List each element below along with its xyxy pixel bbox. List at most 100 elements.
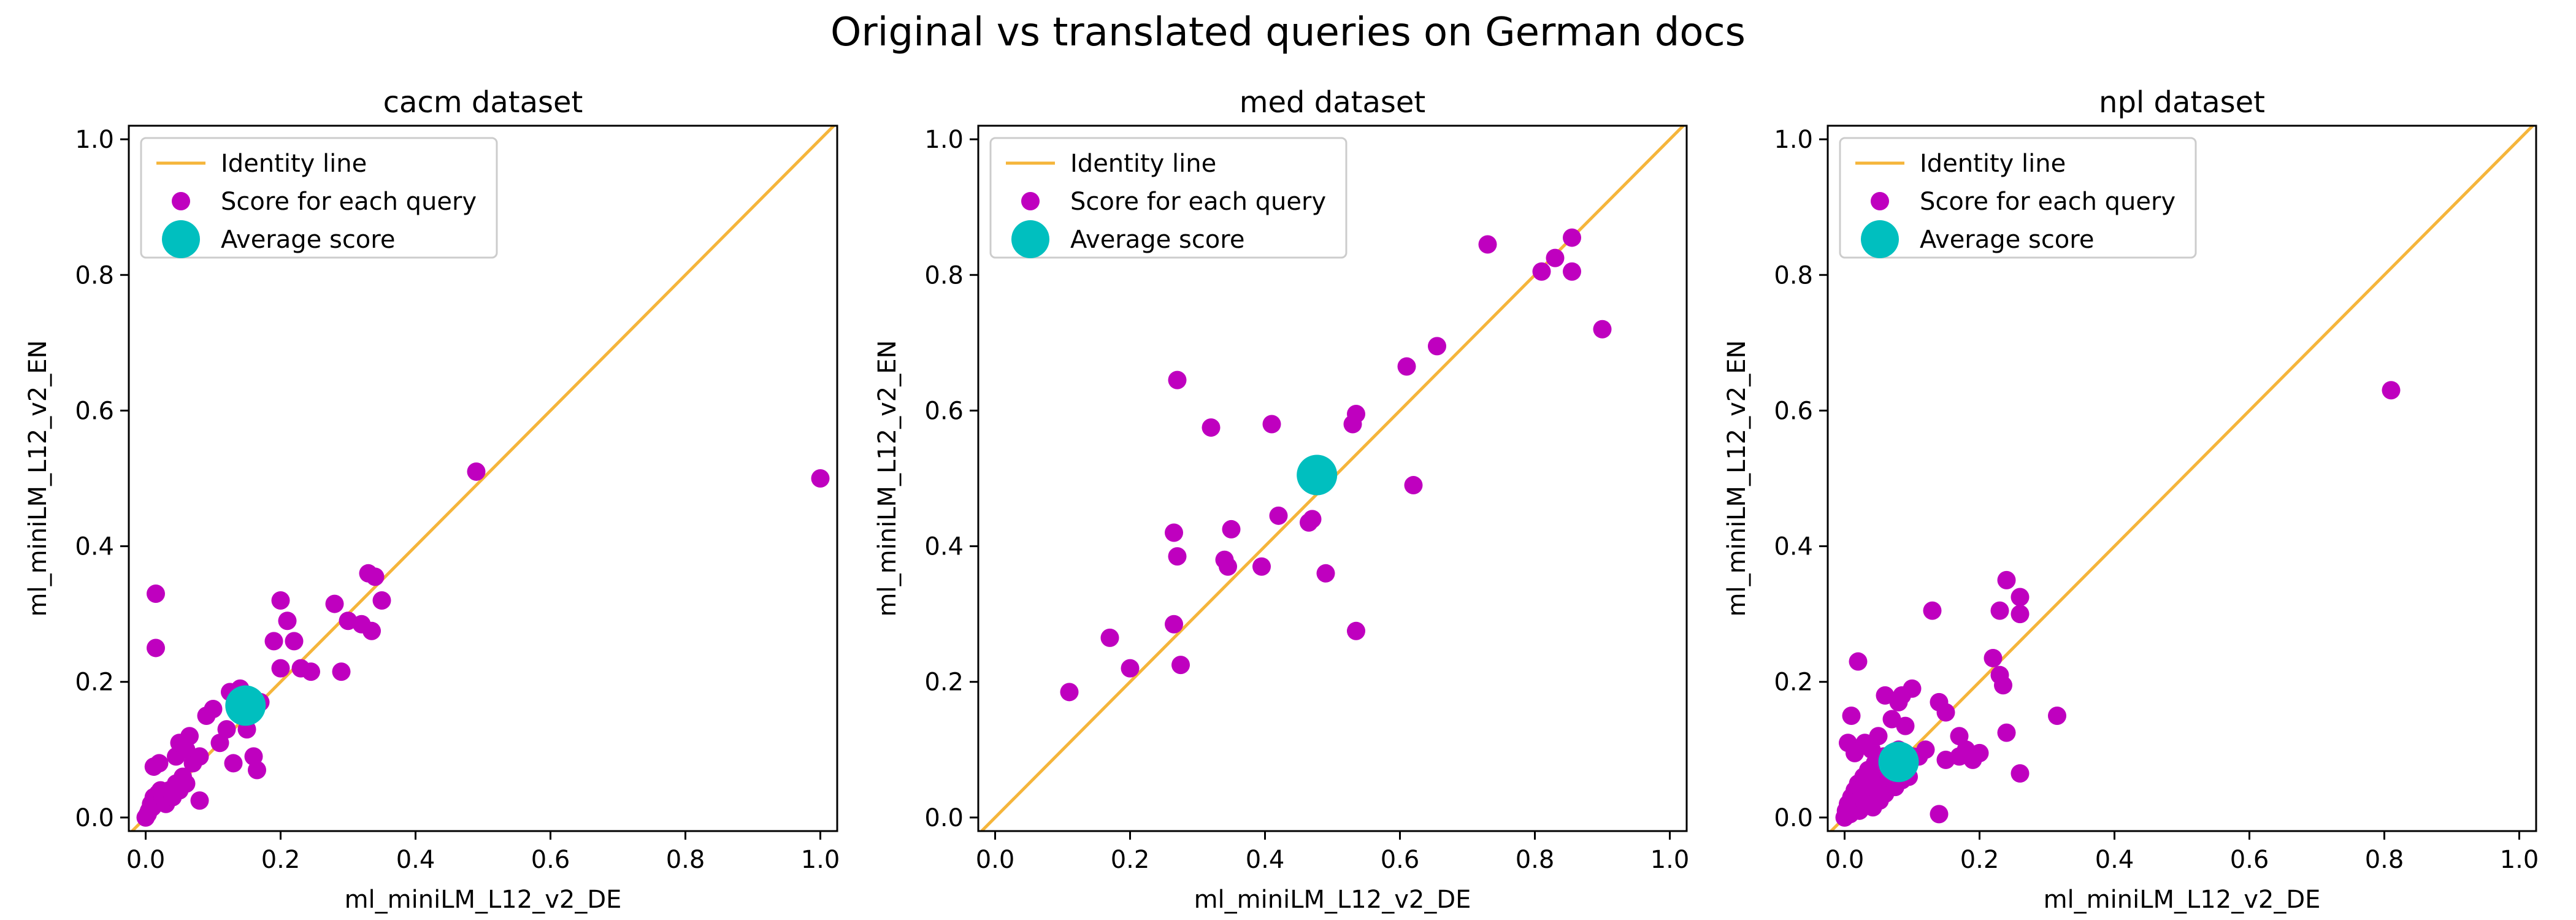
query-score-point <box>1347 621 1365 640</box>
x-tick-label: 0.6 <box>1381 846 1420 874</box>
query-score-point <box>362 621 381 640</box>
query-score-point <box>467 462 486 481</box>
npl-x-axis-label: ml_miniLM_L12_v2_DE <box>2044 886 2321 914</box>
npl-points <box>1835 381 2401 827</box>
x-tick-label: 0.4 <box>396 846 435 874</box>
med-legend: Identity line Score for each query Average… <box>989 137 1347 259</box>
query-score-point <box>332 662 351 681</box>
query-score-point <box>1916 740 1935 759</box>
query-score-point <box>1930 805 1949 824</box>
query-score-point <box>1171 656 1190 675</box>
query-score-point <box>1222 519 1241 539</box>
x-tick-label: 0.6 <box>531 846 570 874</box>
query-score-point <box>302 662 320 681</box>
query-score-point <box>1896 716 1915 735</box>
legend-point-swatch <box>1871 192 1889 210</box>
x-tick-label: 0.0 <box>976 846 1015 874</box>
y-tick-label: 0.2 <box>75 669 114 697</box>
med-points <box>1060 228 1612 702</box>
query-score-point <box>1936 703 1955 722</box>
query-score-point <box>264 632 283 651</box>
y-tick-label: 0.4 <box>1774 533 1813 561</box>
query-score-point <box>1397 357 1416 376</box>
query-score-point <box>1563 228 1581 247</box>
query-score-point <box>1168 370 1187 389</box>
query-score-point <box>2011 588 2030 607</box>
query-score-point <box>2011 605 2030 624</box>
legend-average-swatch <box>162 220 200 258</box>
y-tick-label: 0.2 <box>924 669 964 697</box>
query-score-point <box>1428 337 1446 356</box>
query-score-point <box>1478 235 1497 254</box>
x-tick-label: 0.8 <box>1516 846 1555 874</box>
query-score-point <box>1862 740 1881 759</box>
y-tick-label: 1.0 <box>924 126 964 154</box>
y-tick-label: 0.0 <box>75 804 114 832</box>
legend-box <box>140 137 498 259</box>
legend-point-swatch <box>1021 192 1040 210</box>
y-tick-label: 1.0 <box>1774 126 1813 154</box>
npl-average-point <box>1878 742 1919 783</box>
npl-legend: Identity line Score for each query Average… <box>1839 137 2197 259</box>
legend-label: Score for each query <box>221 188 477 216</box>
cacm-y-axis-label: ml_miniLM_L12_v2_EN <box>24 340 52 617</box>
query-score-point <box>1869 727 1888 746</box>
x-tick-label: 0.4 <box>1246 846 1285 874</box>
query-score-point <box>1168 547 1187 566</box>
query-score-point <box>1252 557 1271 576</box>
x-tick-label: 0.0 <box>1825 846 1865 874</box>
query-score-point <box>1950 727 1969 746</box>
query-score-point <box>325 594 344 613</box>
query-score-point <box>190 791 209 810</box>
med-x-axis-label: ml_miniLM_L12_v2_DE <box>1194 886 1471 914</box>
query-score-point <box>1923 601 1942 620</box>
query-score-point <box>204 699 223 718</box>
x-tick-label: 0.2 <box>261 846 301 874</box>
x-tick-label: 0.2 <box>1960 846 1999 874</box>
y-tick-label: 0.0 <box>1774 804 1813 832</box>
cacm-legend: Identity line Score for each query Average… <box>140 137 498 259</box>
legend-label: Identity line <box>1070 150 1216 178</box>
query-score-point <box>1984 649 2003 668</box>
x-tick-label: 0.2 <box>1111 846 1150 874</box>
legend-label: Identity line <box>221 150 367 178</box>
query-score-point <box>1842 707 1861 726</box>
query-score-point <box>1100 628 1119 647</box>
legend-label: Identity line <box>1920 150 2066 178</box>
query-score-point <box>1347 404 1365 423</box>
query-score-point <box>1593 320 1612 339</box>
y-tick-label: 0.8 <box>1774 261 1813 289</box>
legend-label: Average score <box>221 226 395 254</box>
query-score-point <box>1997 723 2016 742</box>
query-score-point <box>217 720 236 739</box>
query-score-point <box>1269 506 1288 525</box>
query-score-point <box>1060 683 1079 702</box>
y-tick-label: 0.8 <box>924 261 964 289</box>
x-tick-label: 0.0 <box>126 846 166 874</box>
query-score-point <box>271 659 290 678</box>
y-tick-label: 0.6 <box>924 397 964 425</box>
legend-box <box>1839 137 2197 259</box>
y-tick-label: 1.0 <box>75 126 114 154</box>
x-tick-label: 1.0 <box>801 846 840 874</box>
x-tick-label: 0.6 <box>2230 846 2269 874</box>
query-score-point <box>190 747 209 766</box>
med-y-axis-label: ml_miniLM_L12_v2_EN <box>873 340 902 617</box>
query-score-point <box>1219 557 1237 576</box>
cacm-x-axis-label: ml_miniLM_L12_v2_DE <box>345 886 622 914</box>
query-score-point <box>1563 262 1581 281</box>
figure-title: Original vs translated queries on German… <box>830 10 1746 55</box>
med-panel-title: med dataset <box>1240 85 1426 120</box>
npl-axes-frame <box>1827 125 2537 832</box>
cacm-average-point <box>225 685 266 726</box>
legend-label: Average score <box>1070 226 1244 254</box>
x-tick-label: 0.8 <box>2365 846 2404 874</box>
legend-point-swatch <box>172 192 190 210</box>
legend-box <box>989 137 1347 259</box>
y-tick-label: 0.0 <box>924 804 964 832</box>
query-score-point <box>2011 764 2030 783</box>
query-score-point <box>1990 601 2009 620</box>
query-score-point <box>248 761 266 780</box>
